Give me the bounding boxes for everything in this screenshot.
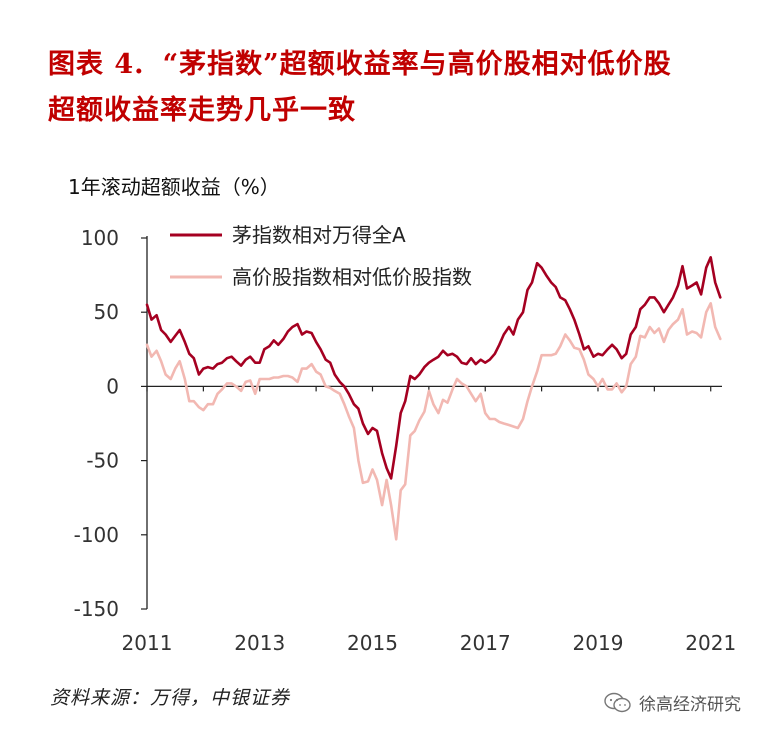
figure-title-line2: 超额收益率走势几乎一致 [48,95,356,126]
wechat-icon [604,692,631,712]
y-tick-label: -50 [86,449,119,473]
x-tick-label: 2017 [460,631,511,655]
x-tick-label: 2015 [347,631,398,655]
y-tick-label: -100 [74,523,119,547]
y-axis-label: 1年滚动超额收益（%） [68,175,280,199]
figure-title: 图表 4. “茅指数”超额收益率与高价股相对低价股 超额收益率走势几乎一致 [48,42,773,134]
series-line-2 [145,302,722,541]
figure-title-text1: “茅指数”超额收益率与高价股相对低价股 [162,49,672,80]
y-tick-label: 0 [106,374,119,398]
x-tick-label: 2013 [234,631,285,655]
y-tick-label: 50 [94,300,119,324]
series-line-1 [145,256,722,480]
legend-label-1: 茅指数相对万得全A [232,223,406,247]
watermark: 徐高经济研究 [603,690,741,715]
figure-title-line1: 图表 4. “茅指数”超额收益率与高价股相对低价股 [48,42,773,88]
figure-number: 图表 4. [48,49,145,80]
legend-label-2: 高价股指数相对低价股指数 [232,265,472,289]
source-note: 资料来源：万得，中银证券 [50,687,291,709]
x-tick-label: 2011 [122,631,173,655]
y-tick-label: 100 [81,226,119,250]
x-tick-label: 2019 [573,631,624,655]
x-tick-label: 2021 [685,631,736,655]
y-tick-label: -150 [74,597,119,621]
watermark-text: 徐高经济研究 [639,695,741,715]
